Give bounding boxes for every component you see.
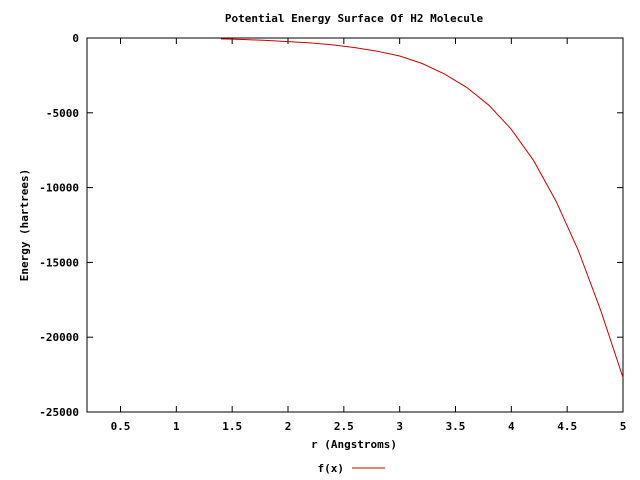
x-tick-label: 5 [620,420,627,433]
legend-label-f-x: f(x) [318,462,345,475]
x-tick-label: 1 [173,420,180,433]
x-axis-ticks: 0.5 1 1.5 2 2.5 3 3.5 4 4.5 5 [111,38,627,433]
y-axis-label: Energy (hartrees) [18,169,31,282]
x-tick-label: 3.5 [446,420,466,433]
chart-title: Potential Energy Surface Of H2 Molecule [225,12,484,25]
series-layer [221,39,623,378]
x-tick-label: 1.5 [222,420,242,433]
y-tick-label: -10000 [39,182,79,195]
series-line-f-x [221,39,623,378]
y-tick-label: -20000 [39,331,79,344]
y-axis-ticks: 0 -5000 -10000 -15000 -20000 -25000 [39,32,623,419]
x-tick-label: 2.5 [334,420,354,433]
y-tick-label: -25000 [39,406,79,419]
legend: f(x) [318,462,386,475]
x-tick-label: 2 [285,420,292,433]
x-tick-label: 4 [508,420,515,433]
y-tick-label: -5000 [46,107,79,120]
plot-frame [87,38,623,412]
x-tick-label: 4.5 [557,420,577,433]
y-tick-label: 0 [72,32,79,45]
x-axis-label: r (Angstroms) [311,438,397,451]
x-tick-label: 0.5 [111,420,131,433]
x-tick-label: 3 [396,420,403,433]
y-tick-label: -15000 [39,256,79,269]
